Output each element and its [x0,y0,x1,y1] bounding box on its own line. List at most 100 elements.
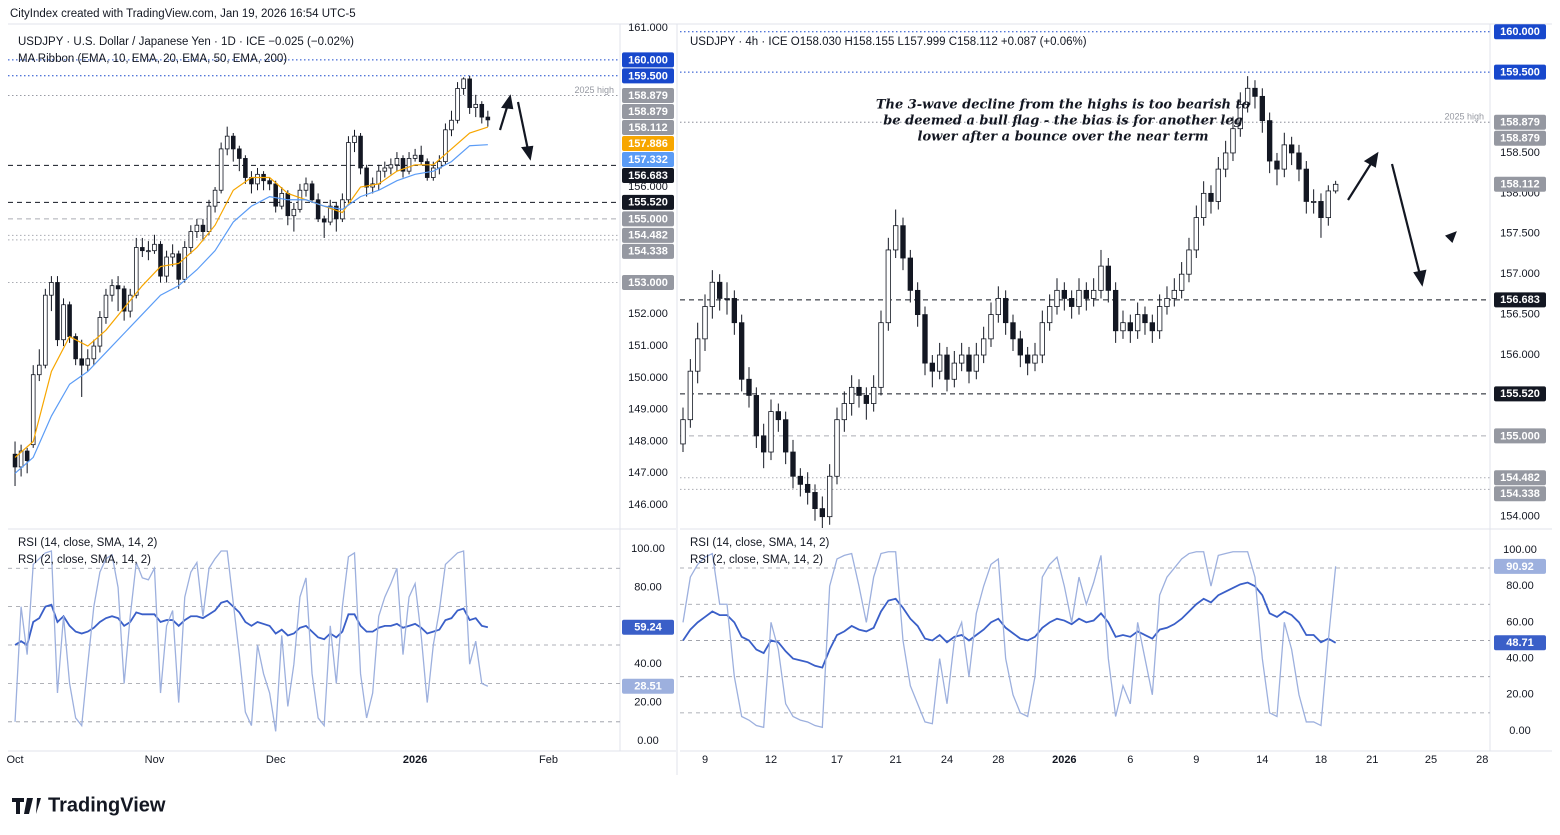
candle-body [951,362,957,380]
candle-body [400,158,406,172]
price-badge-label: 160.000 [628,54,668,66]
candle-body [1215,168,1221,202]
candle-body [273,183,278,207]
rsi-line [14,550,489,732]
candle-body [200,224,206,232]
candle-body [841,403,848,421]
legend-entry: RSI (14, close, SMA, 14, 2) [18,537,158,549]
price-badge-label: 156.683 [628,170,668,182]
y-tick-label: 100.00 [631,543,665,555]
price-badge-label: 153.000 [628,277,668,289]
price-badge [1494,176,1546,192]
candle-body [1090,289,1097,299]
candle-body [455,88,460,121]
candle-body [1200,192,1207,219]
candle-body [285,193,291,217]
candle-body [43,294,48,366]
candle-body [936,354,943,372]
candle-body [680,419,686,445]
level-annotation: 2025 high [574,85,614,95]
candle-body [812,492,818,510]
y-tick-label: 100.00 [1503,544,1537,556]
candle-body [746,378,752,396]
price-badge [622,274,674,290]
candle-body [1266,120,1273,162]
y-tick-label: 146.000 [628,499,668,511]
price-badge [1494,386,1546,402]
price-badge [622,227,674,243]
price-badge [622,68,674,84]
x-tick-label: Nov [145,754,165,766]
candle-body [1142,314,1148,324]
y-tick-label: 80.00 [634,581,662,593]
candle-body [182,247,188,280]
candle-body [121,288,127,312]
candle-body [133,247,139,296]
candle-body [1237,104,1243,130]
candle-body [1310,201,1317,203]
candle-body [358,135,363,169]
candle-body [834,419,840,477]
price-badge [1494,470,1546,486]
candle-body [819,508,826,518]
candle-body [1303,168,1309,202]
candle-body [1244,87,1251,105]
price-badge [622,619,674,635]
candle-body [1039,322,1045,356]
rsi-line [682,581,1337,669]
candle-body [321,218,327,223]
candle-body [388,164,394,169]
rsi-line [14,599,489,647]
candle-body [944,354,950,380]
candle-body [1259,95,1265,122]
candle-body [914,289,921,316]
candle-body [716,281,723,299]
candle-body [255,173,260,185]
candle-body [67,304,72,337]
plot-area [8,59,620,487]
chart-subtitle: MA Ribbon (EMA, 10, EMA, 20, EMA, 50, EM… [18,53,287,65]
candle-body [797,475,804,485]
candle-body [782,419,789,453]
candle-body [1054,289,1060,307]
y-tick-label: 152.000 [628,308,668,320]
candle-body [724,298,730,300]
candle-body [103,294,109,318]
price-badge-label: 154.338 [1500,488,1540,500]
price-badge [1494,64,1546,80]
candle-body [973,354,979,372]
candle-body [24,450,30,461]
arrow-head [501,94,514,110]
candle-body [738,322,745,380]
y-tick-label: 156.000 [1500,349,1540,361]
annotation-text: The 3-wave decline from the highs is too… [876,98,1251,113]
candle-body [1332,183,1339,192]
candle-body [91,345,97,360]
candle-body [863,395,870,404]
price-badge [1494,114,1546,130]
price-badge [622,243,674,259]
candle-body [848,386,855,404]
y-tick-label: 148.000 [628,435,668,447]
candle-body [1032,354,1038,364]
arrow-head [1363,151,1379,168]
y-tick-label: 151.000 [628,340,668,352]
candle-body [467,78,472,108]
rsi-line [682,551,1337,729]
candle-body [892,225,899,251]
candle-body [966,354,972,372]
candle-body [1068,298,1075,307]
candle-body [485,116,491,121]
price-badge-label: 28.51 [634,681,662,693]
candle-body [1318,201,1324,219]
candle-body [1076,289,1082,307]
price-badge-label: 158.879 [628,90,668,102]
y-tick-label: 161.000 [628,22,668,34]
price-badge-label: 154.482 [628,230,668,242]
candle-body [1134,314,1141,332]
candle-body [1149,322,1155,332]
candle-body [140,247,145,252]
candle-body [1112,289,1119,332]
candle-body [55,282,60,341]
candle-body [479,103,485,118]
